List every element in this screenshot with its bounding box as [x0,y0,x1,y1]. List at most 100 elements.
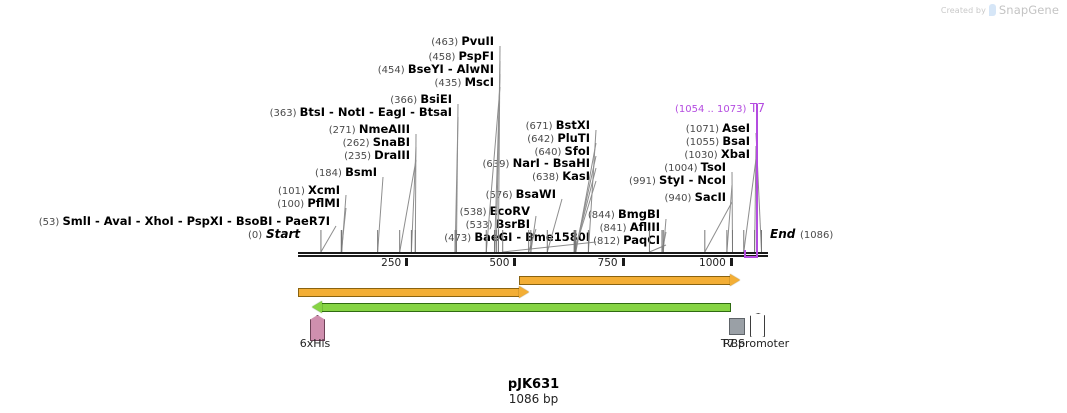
feature-arrow[interactable] [312,301,731,313]
enzyme-label-row[interactable]: (184) BsmI [315,165,377,179]
enzyme-label-row[interactable]: (271) NmeAIII [329,122,410,136]
feature-rbs-glyph[interactable] [729,318,745,335]
feature-arrow-head [730,274,740,286]
enzyme-label-row[interactable]: (101) XcmI [278,183,340,197]
enzyme-name[interactable]: BsaHI [552,156,590,170]
feature-arrow[interactable] [298,286,529,298]
enzyme-label-row[interactable]: (1004) TsoI [664,160,726,174]
enzyme-label-row[interactable]: (458) PspFI [428,49,494,63]
enzyme-name[interactable]: Bme1580I [525,230,590,244]
enzyme-position: (812) [593,236,624,247]
enzyme-name[interactable]: EcoRV [489,204,530,218]
feature-6xhis-glyph[interactable] [310,315,325,341]
feature-arrow[interactable] [519,274,740,286]
enzyme-name[interactable]: PluTI [557,131,590,145]
enzyme-label-row[interactable]: (1071) AseI [685,121,750,135]
enzyme-label-row[interactable]: (435) MscI [434,75,494,89]
enzyme-label-row[interactable]: (1030) XbaI [684,147,750,161]
enzyme-name[interactable]: NarI [512,156,540,170]
enzyme-name[interactable]: AvaI [103,214,132,228]
enzyme-leader-line [726,184,733,253]
enzyme-label-row[interactable]: (991) StyI - NcoI [629,173,726,187]
enzyme-name[interactable]: BaeGI [474,230,513,244]
enzyme-label-row[interactable]: (100) PflMI [277,196,340,210]
enzyme-name[interactable]: BsoBI [235,214,273,228]
enzyme-leader-line [399,159,417,253]
enzyme-name[interactable]: MscI [464,75,494,89]
enzyme-label-row[interactable]: (576) BsaWI [486,187,556,201]
t7-feature-label[interactable]: (1054 .. 1073) T7 [675,102,765,115]
t7-bracket-vertical [756,104,758,257]
enzyme-label-row[interactable]: (463) PvuII [431,34,494,48]
enzyme-label-row[interactable]: (366) BsiEI [390,92,452,106]
enzyme-label-row[interactable]: (538) EcoRV [460,204,530,218]
enzyme-label-row[interactable]: (363) BtsI - NotI - EagI - BtsaI [270,105,452,119]
enzyme-label-row[interactable]: (638) KasI [532,169,590,183]
enzyme-name[interactable]: NmeAIII [358,122,410,136]
enzyme-name[interactable]: BsmI [345,165,377,179]
enzyme-label-row[interactable]: (841) AflIII [600,220,660,234]
enzyme-label-row[interactable]: (533) BsrBI [465,217,530,231]
enzyme-name[interactable]: PspXI [186,214,224,228]
enzyme-position: (533) [465,220,496,231]
enzyme-label-row[interactable]: (1055) BsaI [685,134,750,148]
enzyme-name[interactable]: BmgBI [617,207,660,221]
enzyme-name[interactable]: PflMI [307,196,340,210]
enzyme-position: (671) [525,121,556,132]
enzyme-name[interactable]: BsrBI [495,217,530,231]
enzyme-label-row[interactable]: (642) PluTI [527,131,590,145]
enzyme-name[interactable]: SnaBI [372,135,410,149]
enzyme-name[interactable]: BsiEI [420,92,452,106]
enzyme-position: (235) [344,151,375,162]
enzyme-name[interactable]: XbaI [720,147,750,161]
enzyme-name[interactable]: BtsI [299,105,326,119]
enzyme-name[interactable]: XcmI [308,183,340,197]
enzyme-position: (435) [434,78,465,89]
enzyme-position: (640) [534,147,565,158]
enzyme-label-row[interactable]: (262) SnaBI [343,135,410,149]
enzyme-separator: - [173,214,187,228]
enzyme-name[interactable]: SmlI [62,214,91,228]
enzyme-name[interactable]: TsoI [700,160,726,174]
enzyme-name[interactable]: KasI [562,169,590,183]
enzyme-name[interactable]: EagI [377,105,407,119]
enzyme-name[interactable]: PaqCI [623,233,660,247]
enzyme-name[interactable]: BtsaI [418,105,452,119]
enzyme-name[interactable]: PaeR7I [285,214,330,228]
enzyme-name[interactable]: PvuII [461,34,494,48]
enzyme-name[interactable]: BsaI [722,134,750,148]
enzyme-name[interactable]: PspFI [458,49,494,63]
enzyme-leader-line [410,146,417,253]
enzyme-name[interactable]: XhoI [144,214,174,228]
enzyme-position: (642) [527,134,558,145]
enzyme-leader-line [704,201,733,253]
enzyme-position: (1071) [685,124,723,135]
enzyme-label-row[interactable]: (235) DraIII [344,148,410,162]
enzyme-name[interactable]: BseYI [407,62,444,76]
enzyme-label-row[interactable]: (473) BaeGI - Bme1580I [444,230,590,244]
enzyme-label-row[interactable]: (812) PaqCI [593,233,660,247]
enzyme-label-row[interactable]: (844) BmgBI [588,207,660,221]
enzyme-name[interactable]: SacII [694,190,726,204]
enzyme-name[interactable]: StyI [659,173,685,187]
enzyme-name[interactable]: NcoI [697,173,726,187]
enzyme-label-row[interactable]: (940) SacII [665,190,727,204]
axis-tick-mark [513,258,517,266]
plasmid-size: 1086 bp [508,392,559,406]
t7-bracket-tick [744,250,746,258]
enzyme-name[interactable]: AlwNI [456,62,494,76]
enzyme-name[interactable]: AseI [722,121,750,135]
enzyme-label-row[interactable]: (671) BstXI [525,118,590,132]
enzyme-position: (1055) [685,137,723,148]
enzyme-name[interactable]: NotI [337,105,366,119]
enzyme-label-row[interactable]: (454) BseYI - AlwNI [378,62,494,76]
enzyme-name[interactable]: DraIII [374,148,410,162]
enzyme-name[interactable]: BsaWI [515,187,556,201]
enzyme-label-row[interactable]: (53) SmlI - AvaI - XhoI - PspXI - BsoBI … [39,214,330,228]
sequence-backbone[interactable] [298,252,768,257]
enzyme-separator: - [223,214,236,228]
enzyme-name[interactable]: BstXI [555,118,590,132]
enzyme-name[interactable]: AflIII [629,220,660,234]
axis-tick-mark [729,258,733,266]
feature-t7-promoter-glyph[interactable] [750,313,765,337]
